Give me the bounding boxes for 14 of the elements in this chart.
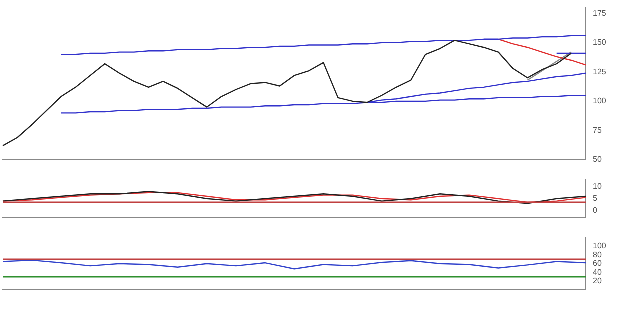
y-tick-label: 20 [593, 276, 602, 286]
y-tick-label: 175 [593, 8, 607, 18]
y-tick-label: 50 [593, 155, 602, 164]
y-tick-label: 5 [593, 194, 598, 204]
y-tick-label: 100 [593, 242, 607, 251]
y-tick-label: 80 [593, 250, 602, 260]
y-tick-label: 0 [593, 206, 598, 216]
y-tick-label: 10 [593, 182, 602, 192]
y-tick-label: 75 [593, 126, 602, 135]
y-tick-label: 100 [593, 96, 607, 106]
y-tick-label: 60 [593, 259, 602, 268]
y-tick-label: 150 [593, 38, 607, 48]
y-tick-label: 40 [593, 268, 602, 277]
y-tick-label: 125 [593, 67, 607, 76]
